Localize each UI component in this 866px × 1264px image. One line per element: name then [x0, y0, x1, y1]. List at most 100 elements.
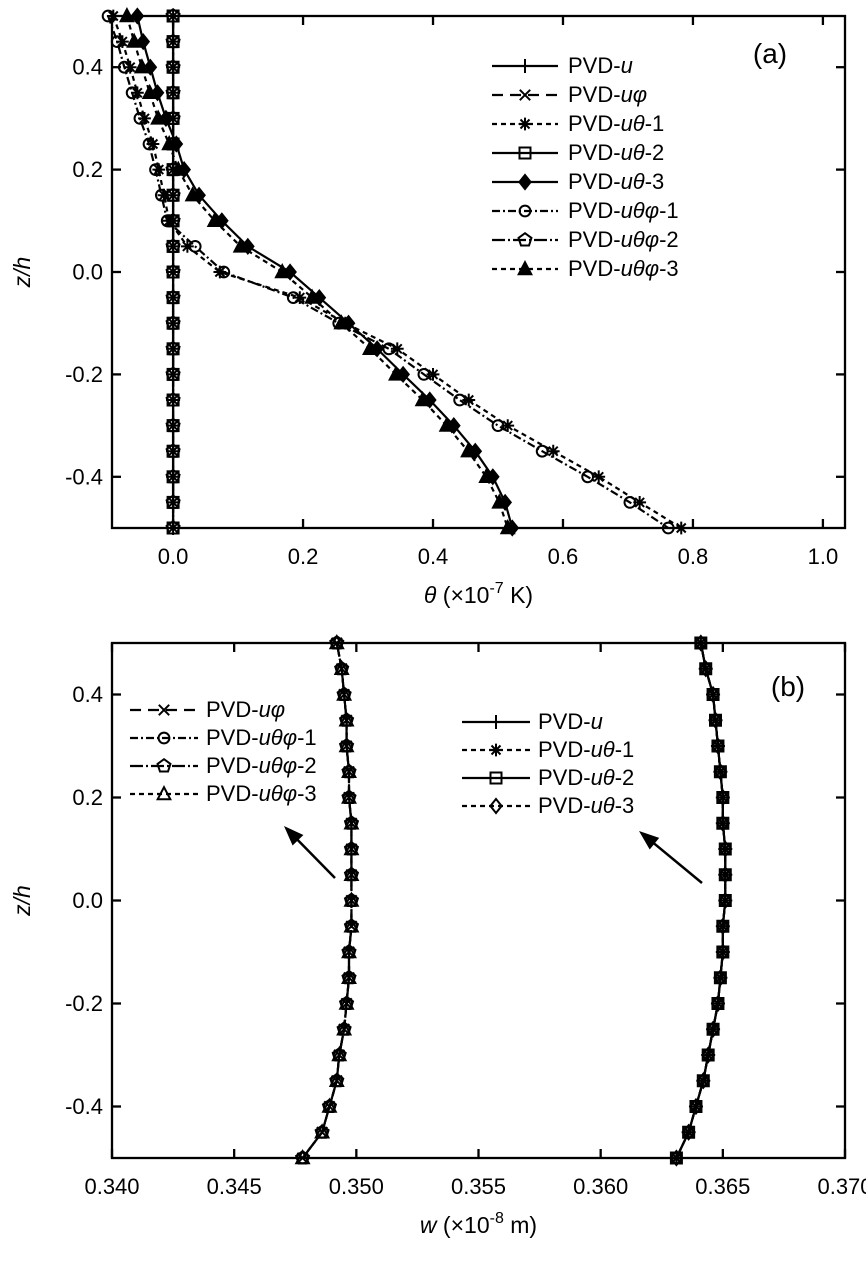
triangle-marker: [343, 840, 360, 856]
legend-label: PVD-uθφ-1: [206, 725, 317, 750]
series-line: [112, 15, 682, 529]
diamond-marker: [708, 711, 723, 729]
legend-row: PVD-uθφ-2: [492, 227, 679, 252]
asterisk-marker: [426, 368, 440, 381]
legend-row: PVD-uθ-3: [492, 169, 664, 194]
triangle-marker: [336, 1020, 353, 1036]
triangle-marker: [161, 135, 178, 151]
legend-row: PVD-uθ-2: [492, 140, 664, 165]
triangle-marker: [331, 1046, 348, 1062]
plus-marker: [489, 715, 503, 729]
asterisk-marker: [546, 444, 560, 458]
plot-box: [110, 641, 847, 1160]
legend-row: PVD-uθφ-1: [130, 725, 317, 750]
circle-marker: [188, 240, 202, 253]
diamond-marker: [715, 917, 730, 935]
diamond-marker: [693, 634, 708, 652]
triangle-marker: [388, 365, 404, 381]
diamond-marker: [701, 1046, 716, 1064]
x-tick-label: 0.0: [158, 544, 189, 569]
series-line: [675, 642, 727, 1159]
triangle-marker: [343, 814, 360, 830]
circle-marker: [217, 265, 231, 279]
asterisk-marker: [390, 342, 404, 356]
circle-marker: [491, 419, 505, 433]
circle-marker: [623, 496, 637, 509]
asterisk-marker: [293, 291, 307, 304]
pentagon-marker: [165, 187, 181, 202]
legend-label: PVD-u: [568, 53, 633, 78]
diamond-marker: [669, 1149, 684, 1167]
series-line: [301, 642, 353, 1159]
triangle-marker: [304, 288, 321, 304]
legend: PVD-u PVD-uθ-1 PVD-uθ-2 PVD-uθ-3: [462, 709, 634, 818]
pentagon-marker: [517, 231, 533, 247]
arrowhead: [284, 826, 304, 846]
asterisk-marker: [213, 265, 227, 279]
legend-row: PVD-uθφ-3: [130, 781, 317, 806]
legend-label: PVD-uθ-3: [538, 793, 634, 818]
triangle-marker: [341, 943, 357, 959]
triangle-marker: [517, 260, 533, 276]
panel-a: 0.0 0.2 0.4 0.6 0.8 1.0 0.4 0.2 0.0 -0.2 -0.4 θ (×1…: [9, 7, 847, 608]
triangle-marker: [343, 917, 360, 933]
pentagon-marker: [165, 33, 181, 49]
arrowhead: [639, 831, 660, 850]
pentagon-marker: [165, 468, 181, 484]
series-PVD-uθφ-3: [118, 7, 516, 535]
diamond-marker: [283, 263, 297, 281]
axis-ticks: [110, 643, 847, 1158]
triangle-marker: [341, 968, 357, 984]
x-tick-label: 0.370: [817, 1174, 866, 1199]
y-tick-label: -0.4: [65, 1094, 103, 1119]
x-tick-label: 0.340: [84, 1174, 139, 1199]
pentagon-marker: [165, 212, 181, 228]
x-tick-label: 1.0: [808, 544, 839, 569]
diamond-marker: [698, 660, 713, 678]
panel-label: (b): [771, 671, 805, 702]
triangle-marker: [170, 160, 187, 176]
triangle-marker: [156, 785, 172, 801]
circle-marker: [157, 731, 171, 745]
asterisk-marker: [501, 419, 515, 432]
triangle-marker: [341, 788, 357, 804]
series-line: [107, 15, 669, 529]
diamond-marker: [715, 814, 730, 832]
triangle-marker: [338, 711, 355, 727]
triangle-marker: [343, 891, 360, 907]
series-PVD-uθ-1: [106, 9, 688, 535]
diamond-marker: [715, 788, 730, 807]
x-tick-label: 0.345: [207, 1174, 262, 1199]
legend-row: PVD-uθ-1: [492, 111, 664, 136]
diamond-marker: [681, 1123, 696, 1141]
diamond-marker: [713, 763, 728, 781]
triangle-marker: [336, 685, 353, 701]
triangle-marker: [333, 659, 350, 675]
square-marker: [518, 146, 532, 160]
diamond-marker: [718, 891, 733, 910]
pentagon-marker: [165, 494, 181, 509]
cross-marker: [519, 89, 531, 101]
asterisk-marker: [518, 117, 532, 131]
x-tick-label: 0.365: [695, 1174, 750, 1199]
y-tick-label: 0.4: [72, 682, 103, 707]
y-tick-label: -0.2: [65, 991, 103, 1016]
plus-marker: [518, 59, 532, 73]
y-tick-label: 0.0: [72, 260, 103, 285]
series-line: [301, 642, 353, 1159]
asterisk-marker: [146, 137, 160, 151]
diamond-marker: [706, 685, 720, 704]
legend-row: PVD-u: [492, 53, 633, 78]
circle-marker: [581, 470, 595, 484]
triangle-marker: [321, 1097, 338, 1113]
pentagon-marker: [165, 238, 181, 253]
series-PVD-uθφ-3: [294, 634, 360, 1165]
plot-box: [110, 14, 847, 530]
asterisk-marker: [162, 214, 176, 228]
legend-row: PVD-uθ-3: [462, 793, 634, 818]
asterisk-marker: [592, 470, 606, 484]
legend-label: PVD-uφ: [568, 82, 647, 107]
triangle-marker: [150, 109, 167, 125]
x-tick-label: 0.350: [329, 1174, 384, 1199]
